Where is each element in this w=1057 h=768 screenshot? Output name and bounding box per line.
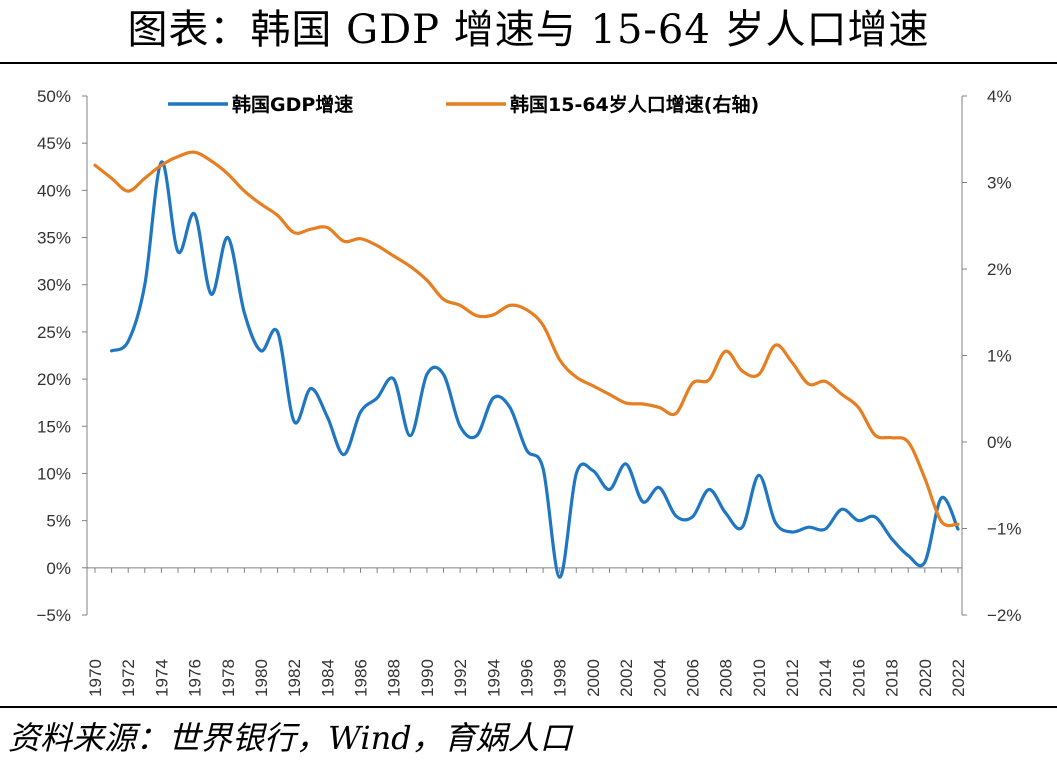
x-tick-label: 1986 (352, 659, 371, 697)
x-tick-label: 1996 (518, 659, 537, 697)
x-tick-label: 2002 (617, 659, 636, 697)
x-tick-label: 1974 (152, 659, 171, 697)
x-tick-label: 2014 (816, 659, 835, 697)
working-age-pop-growth-line (93, 150, 960, 528)
left-tick-label: 40% (37, 181, 71, 200)
x-tick-label: 2010 (750, 659, 769, 697)
legend-label-pop: 韩国15-64岁人口增速(右轴) (510, 93, 759, 116)
right-tick-label: 1% (987, 347, 1012, 366)
left-tick-label: 10% (37, 464, 71, 483)
legend-label-gdp: 韩国GDP增速 (232, 93, 353, 116)
x-tick-label: 1972 (119, 659, 138, 697)
x-tick-label: 1980 (252, 659, 271, 697)
left-tick-label: 30% (37, 276, 71, 295)
left-tick-label: 50% (37, 87, 71, 106)
left-tick-label: 20% (37, 370, 71, 389)
x-tick-label: 1990 (418, 659, 437, 697)
x-tick-label: 2012 (783, 659, 802, 697)
line-chart: 50% 45% 40% 35% 30% 25% 20% 15% 10% 5% 0% −5% 4% 3% 2%… (37, 87, 1022, 697)
x-tick-label: 1976 (186, 659, 205, 697)
source-divider (0, 706, 1057, 708)
x-tick-label: 1998 (551, 659, 570, 697)
gdp-growth-line (110, 160, 960, 579)
x-tick-label: 2008 (717, 659, 736, 697)
x-tick-label: 2000 (584, 659, 603, 697)
x-tick-label: 1992 (451, 659, 470, 697)
source-note: 资料来源：世界银行，Wind，育娲人口 (8, 719, 572, 757)
left-tick-label: 45% (37, 134, 71, 153)
chart-legend: 韩国GDP增速 韩国15-64岁人口增速(右轴) (168, 93, 759, 116)
right-tick-label: 4% (987, 87, 1012, 106)
right-tick-label: 0% (987, 433, 1012, 452)
x-tick-label: 2006 (683, 659, 702, 697)
right-tick-label: −2% (987, 606, 1022, 625)
left-tick-label: 15% (37, 417, 71, 436)
right-tick-label: 3% (987, 174, 1012, 193)
left-tick-label: 25% (37, 323, 71, 342)
right-tick-label: −1% (987, 520, 1022, 539)
left-tick-label: −5% (37, 606, 72, 625)
x-tick-label: 2016 (849, 659, 868, 697)
chart-lines (93, 150, 960, 579)
left-tick-label: 35% (37, 229, 71, 248)
x-tick-label: 2004 (650, 659, 669, 697)
x-tick-label: 1982 (285, 659, 304, 697)
chart-axes: 50% 45% 40% 35% 30% 25% 20% 15% 10% 5% 0% −5% 4% 3% 2%… (37, 87, 1022, 697)
x-tick-label: 2022 (949, 659, 968, 697)
x-tick-label: 2020 (916, 659, 935, 697)
x-tick-label: 2018 (883, 659, 902, 697)
title-divider (0, 62, 1057, 64)
left-tick-label: 5% (46, 512, 71, 531)
right-tick-label: 2% (987, 260, 1012, 279)
x-tick-label: 1994 (484, 659, 503, 697)
left-tick-label: 0% (46, 559, 71, 578)
x-tick-label: 1988 (385, 659, 404, 697)
x-tick-label: 1984 (318, 659, 337, 697)
x-tick-label: 1970 (86, 659, 105, 697)
chart-title: 图表：韩国 GDP 增速与 15-64 岁人口增速 (127, 7, 930, 53)
x-tick-label: 1978 (219, 659, 238, 697)
